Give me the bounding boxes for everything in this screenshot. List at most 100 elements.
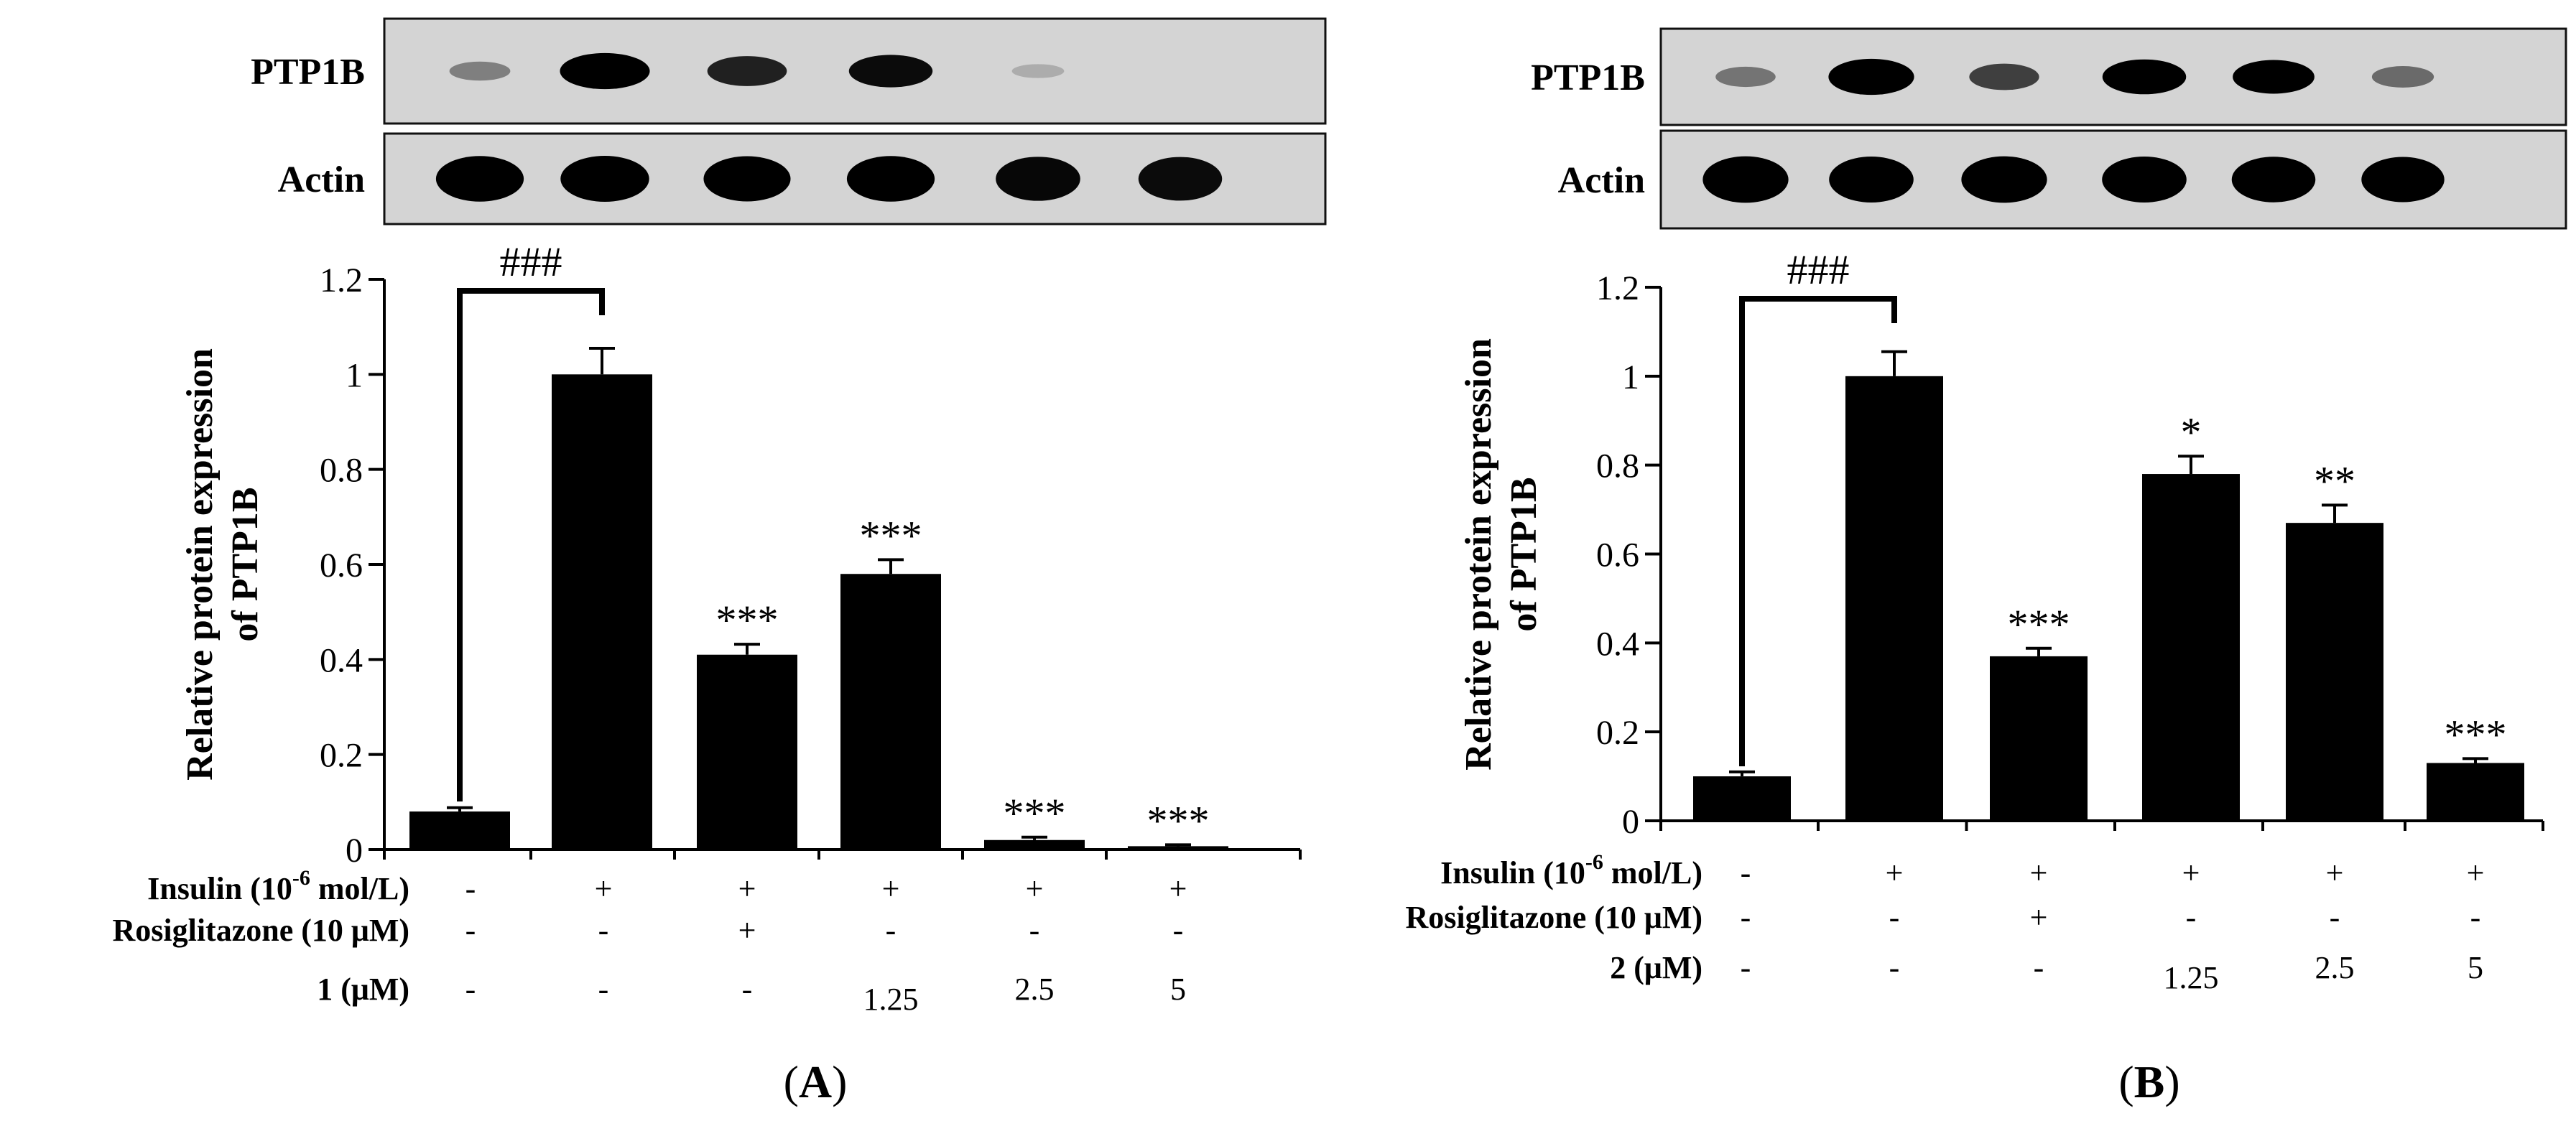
significance-marker: * xyxy=(2181,409,2202,455)
blot-label: Actin xyxy=(278,159,365,200)
bar xyxy=(1990,656,2088,821)
condition-label: 2 (μM) xyxy=(1610,950,1702,985)
blot-band xyxy=(2102,157,2187,203)
y-tick-label: 0.4 xyxy=(320,641,363,679)
condition-label-sup: -6 xyxy=(1585,850,1603,874)
blot-label: Actin xyxy=(1558,160,1645,201)
y-tick-label: 0 xyxy=(1622,803,1639,841)
significance-marker: *** xyxy=(860,512,922,559)
blot-band xyxy=(1961,156,2047,203)
condition-cell: - xyxy=(1889,900,1900,935)
y-tick-label: 1.2 xyxy=(1596,269,1639,307)
condition-label-text: Rosiglitazone (10 μM) xyxy=(1405,900,1702,935)
condition-cell: - xyxy=(1889,950,1900,985)
condition-cell: + xyxy=(2030,855,2048,890)
condition-cell: + xyxy=(2467,855,2485,890)
bar xyxy=(2427,763,2524,821)
bar xyxy=(552,374,652,850)
blot-band xyxy=(560,156,649,202)
blot-band xyxy=(1969,63,2039,90)
condition-cell: + xyxy=(738,871,756,906)
condition-cell: - xyxy=(465,972,476,1007)
condition-cell: - xyxy=(742,972,753,1007)
condition-cell: - xyxy=(886,913,896,948)
y-tick-label: 0.8 xyxy=(1596,447,1639,485)
blot-band xyxy=(2371,66,2434,88)
bar xyxy=(2286,523,2383,821)
y-tick-label: 1 xyxy=(1622,358,1639,396)
significance-marker: *** xyxy=(716,597,779,643)
significance-marker: ** xyxy=(2314,457,2355,504)
significance-marker: *** xyxy=(1004,790,1066,837)
condition-cell: 2.5 xyxy=(1015,972,1055,1007)
blot-band xyxy=(2102,59,2187,95)
significance-marker: *** xyxy=(1147,797,1210,844)
condition-cell: - xyxy=(2330,900,2340,935)
condition-cell: - xyxy=(598,913,609,948)
comparison-bracket xyxy=(457,288,605,802)
blot-band xyxy=(1138,157,1223,201)
blot-band xyxy=(1715,66,1776,88)
y-tick-label: 0.2 xyxy=(320,737,363,775)
condition-cell: + xyxy=(2030,900,2048,935)
condition-cell: - xyxy=(598,972,609,1007)
bar xyxy=(984,839,1085,850)
condition-cell: + xyxy=(2182,855,2200,890)
condition-cell: 2.5 xyxy=(2315,950,2355,985)
condition-cell: + xyxy=(738,913,756,948)
panel-b: PTP1B Actin 0 0.2 0.4 0.6 0.8 1 1.2 Relative prot… xyxy=(1405,27,2567,1107)
significance-marker: *** xyxy=(2445,711,2507,758)
condition-cell: + xyxy=(882,871,900,906)
panel-label-letter: B xyxy=(2134,1056,2165,1107)
bar xyxy=(697,654,797,850)
condition-label: Rosiglitazone (10 μM) xyxy=(1405,900,1702,935)
panel-label-close: ) xyxy=(2164,1056,2179,1107)
blot-band xyxy=(1829,157,1914,203)
blot-band xyxy=(707,56,787,86)
condition-label-text: Insulin (10 xyxy=(147,871,292,906)
condition-cell: - xyxy=(2034,950,2044,985)
blot-band xyxy=(703,156,791,202)
condition-cell: - xyxy=(2470,900,2481,935)
panel-label: (A) xyxy=(784,1056,848,1107)
condition-cell: - xyxy=(465,913,476,948)
blot-band xyxy=(1828,58,1914,96)
y-tick-label: 0.4 xyxy=(1596,625,1639,663)
comparison-label: ### xyxy=(500,238,562,285)
condition-cell: - xyxy=(1029,913,1040,948)
panel-label-open: ( xyxy=(784,1056,799,1107)
condition-cell: + xyxy=(2326,855,2344,890)
y-tick-label: 0 xyxy=(346,832,363,870)
y-tick-label: 0.6 xyxy=(1596,536,1639,574)
condition-label: Rosiglitazone (10 μM) xyxy=(112,913,409,948)
condition-label-text: 2 (μM) xyxy=(1610,950,1702,985)
condition-label-text: Insulin (10 xyxy=(1440,855,1585,890)
condition-cell: + xyxy=(1026,871,1044,906)
condition-cell: - xyxy=(1741,950,1751,985)
bar xyxy=(1128,846,1228,850)
blot-band xyxy=(1011,64,1065,78)
condition-label: Insulin (10-6 mol/L) xyxy=(1440,850,1702,890)
bar xyxy=(2142,474,2240,821)
panel-label-open: ( xyxy=(2118,1056,2133,1107)
y-tick-label: 1 xyxy=(346,356,363,394)
condition-label: Insulin (10-6 mol/L) xyxy=(147,866,409,906)
bar xyxy=(1845,376,1943,821)
blot-band xyxy=(1702,156,1789,203)
condition-cell: 1.25 xyxy=(863,982,919,1017)
blot-band xyxy=(848,55,933,88)
blot-band xyxy=(846,156,935,202)
y-axis-label: of PTP1B xyxy=(1504,477,1544,631)
y-axis-label: Relative protein expression xyxy=(1458,338,1499,771)
y-tick-label: 0.8 xyxy=(320,452,363,490)
y-tick-label: 0.2 xyxy=(1596,714,1639,752)
blot-band xyxy=(996,157,1080,201)
panel-label-close: ) xyxy=(832,1056,847,1107)
blot-band xyxy=(2231,157,2316,203)
condition-cell: + xyxy=(1886,855,1904,890)
condition-cell: 1.25 xyxy=(2164,960,2219,995)
condition-label-text: Rosiglitazone (10 μM) xyxy=(112,913,409,948)
y-tick-label: 1.2 xyxy=(320,261,363,299)
condition-cell: - xyxy=(2186,900,2197,935)
